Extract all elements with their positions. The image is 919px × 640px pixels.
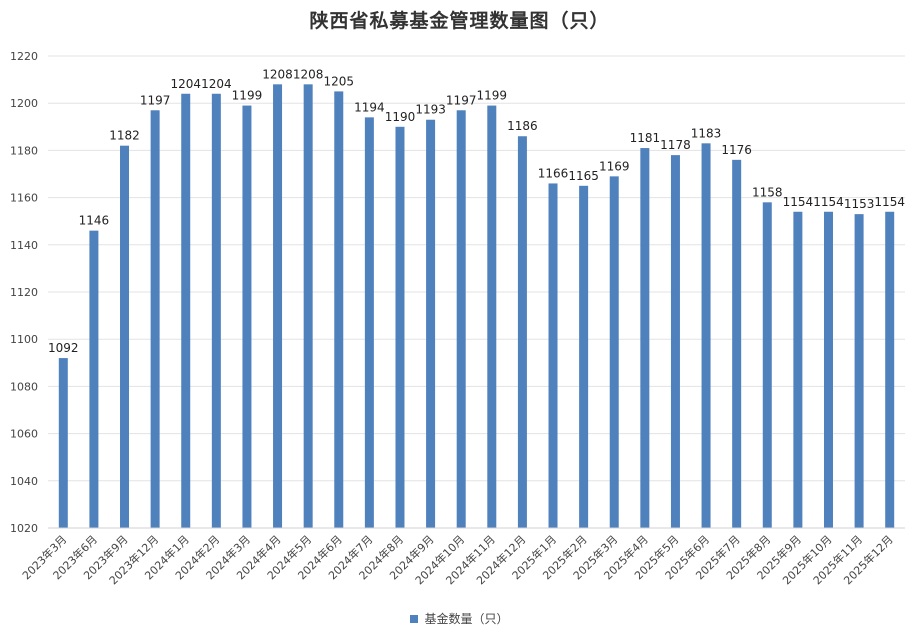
y-tick-label: 1140 xyxy=(10,239,38,252)
data-label: 1176 xyxy=(721,143,752,157)
data-label: 1092 xyxy=(48,341,79,355)
bar xyxy=(181,93,191,528)
bar xyxy=(885,211,895,528)
bar xyxy=(487,105,497,528)
bar xyxy=(58,358,68,528)
y-tick-label: 1220 xyxy=(10,50,38,63)
bar xyxy=(303,84,313,528)
data-label: 1208 xyxy=(262,67,293,81)
bar xyxy=(793,211,803,528)
bar xyxy=(701,143,711,528)
legend: 基金数量（只） xyxy=(0,610,919,627)
data-label: 1194 xyxy=(354,100,385,114)
data-label: 1199 xyxy=(232,89,263,103)
y-tick-label: 1120 xyxy=(10,286,38,299)
bar xyxy=(579,185,589,529)
data-label: 1154 xyxy=(874,195,905,209)
y-tick-label: 1080 xyxy=(10,380,38,393)
bar xyxy=(517,136,527,529)
bar xyxy=(364,117,374,529)
data-label: 1182 xyxy=(109,129,140,143)
data-label: 1190 xyxy=(385,110,416,124)
y-tick-label: 1180 xyxy=(10,144,38,157)
bar xyxy=(120,145,130,528)
data-label: 1153 xyxy=(844,197,875,211)
data-label: 1186 xyxy=(507,119,538,133)
data-label: 1169 xyxy=(599,159,630,173)
y-tick-label: 1200 xyxy=(10,97,38,110)
data-label: 1158 xyxy=(752,185,783,199)
y-tick-label: 1040 xyxy=(10,475,38,488)
data-label: 1204 xyxy=(170,77,201,91)
bar xyxy=(426,119,436,528)
data-label: 1197 xyxy=(140,93,171,107)
bar xyxy=(456,110,466,528)
legend-swatch xyxy=(410,614,419,623)
bar xyxy=(640,148,650,529)
bar xyxy=(89,230,99,528)
data-label: 1204 xyxy=(201,77,232,91)
data-label: 1178 xyxy=(660,138,691,152)
bar xyxy=(334,91,344,529)
y-tick-label: 1160 xyxy=(10,192,38,205)
data-label: 1166 xyxy=(538,166,569,180)
data-label: 1197 xyxy=(446,93,477,107)
bar xyxy=(762,202,772,528)
y-tick-label: 1060 xyxy=(10,428,38,441)
bar xyxy=(211,93,221,528)
data-label: 1193 xyxy=(415,103,446,117)
bar xyxy=(273,84,283,528)
data-label: 1208 xyxy=(293,67,324,81)
bar xyxy=(670,155,680,528)
data-label: 1146 xyxy=(79,214,110,228)
bar xyxy=(609,176,619,529)
legend-label: 基金数量（只） xyxy=(424,612,509,626)
bar xyxy=(854,214,864,528)
data-label: 1199 xyxy=(477,89,508,103)
data-label: 1183 xyxy=(691,126,722,140)
data-label: 1154 xyxy=(783,195,814,209)
data-label: 1165 xyxy=(568,169,599,183)
chart-title: 陕西省私募基金管理数量图（只） xyxy=(309,10,610,32)
bar xyxy=(395,126,405,529)
data-label: 1154 xyxy=(813,195,844,209)
y-tick-label: 1020 xyxy=(10,522,38,535)
y-tick-label: 1100 xyxy=(10,333,38,346)
bar xyxy=(823,211,833,528)
data-label: 1205 xyxy=(323,74,354,88)
data-label: 1181 xyxy=(630,131,661,145)
bar xyxy=(548,183,558,528)
bar xyxy=(150,110,160,528)
bar xyxy=(732,159,742,528)
bar xyxy=(242,105,252,528)
